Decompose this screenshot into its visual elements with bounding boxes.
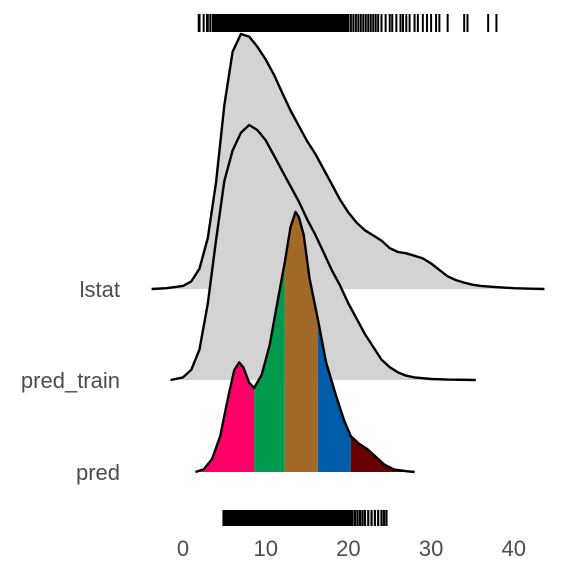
row-label-lstat: lstat bbox=[80, 277, 120, 302]
top-rug bbox=[199, 14, 497, 32]
row-label-pred: pred bbox=[76, 460, 120, 485]
row-label-pred_train: pred_train bbox=[21, 368, 120, 393]
ridges bbox=[152, 34, 545, 472]
x-tick-label-0: 0 bbox=[177, 536, 189, 561]
bottom-rug bbox=[224, 510, 387, 526]
x-tick-label-20: 20 bbox=[336, 536, 360, 561]
ridge-pred-band-4 bbox=[351, 436, 415, 472]
x-tick-label-40: 40 bbox=[502, 536, 526, 561]
ridge-lstat-fill bbox=[152, 34, 545, 289]
x-tick-label-10: 10 bbox=[253, 536, 277, 561]
x-tick-label-30: 30 bbox=[419, 536, 443, 561]
x-axis-ticks: 0 10 20 30 40 bbox=[177, 536, 526, 561]
ridge-lstat bbox=[152, 34, 545, 289]
